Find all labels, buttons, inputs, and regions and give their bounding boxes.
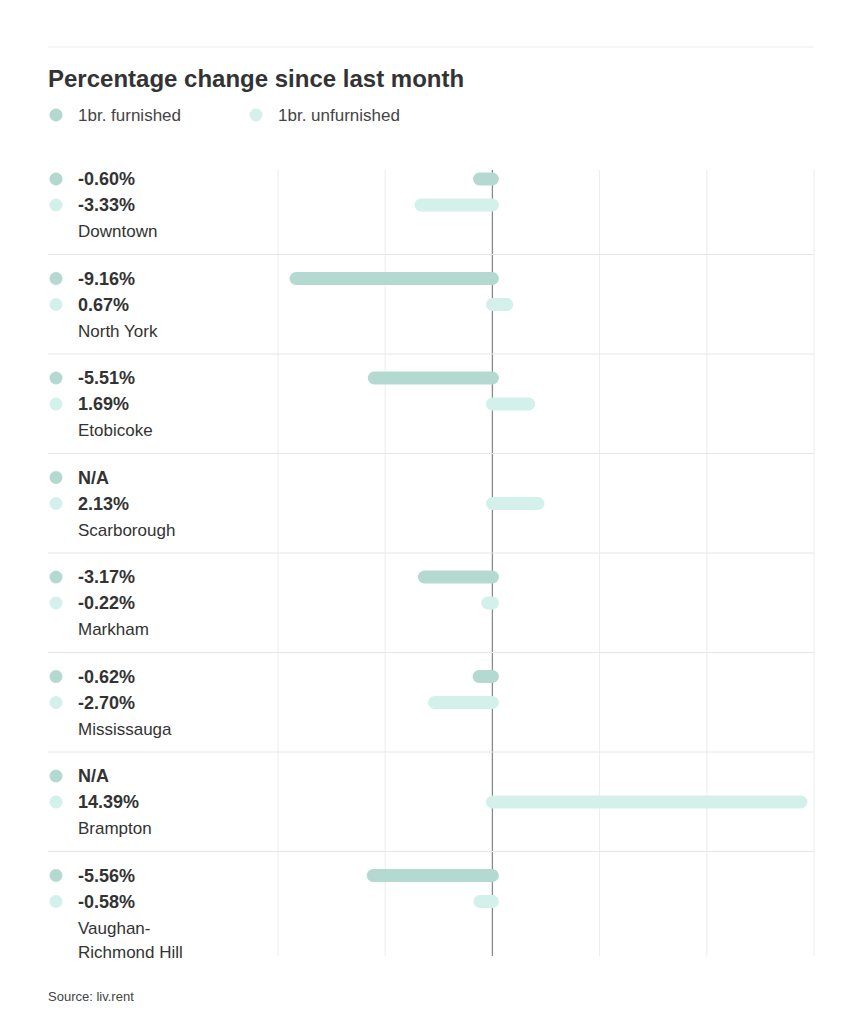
value-label: -3.33% (78, 195, 135, 215)
row-swatch (50, 497, 63, 510)
bar (435, 696, 493, 709)
bar (492, 796, 801, 809)
bar (492, 497, 538, 510)
legend-swatch (50, 109, 63, 122)
legend-swatch (250, 109, 263, 122)
value-label: -3.17% (78, 567, 135, 587)
value-label: 14.39% (78, 792, 139, 812)
grid-line (814, 170, 815, 956)
grid-line (278, 170, 279, 956)
row-swatch (50, 398, 63, 411)
bar (296, 272, 492, 285)
grid-line (385, 170, 386, 956)
value-label: 2.13% (78, 494, 129, 514)
row-swatch (50, 272, 63, 285)
category-label: Markham (78, 620, 149, 639)
row-separator (48, 254, 814, 255)
grid-line (706, 170, 707, 956)
category-label: Mississauga (78, 720, 172, 739)
row-separator (48, 354, 814, 355)
bars (296, 179, 801, 902)
title: Percentage change since last month (48, 65, 464, 92)
value-label: N/A (78, 468, 109, 488)
bar (480, 895, 492, 908)
value-label: -2.70% (78, 693, 135, 713)
legend-label: 1br. furnished (78, 106, 181, 125)
row-swatch (50, 696, 63, 709)
row-swatch (50, 571, 63, 584)
category-label: Scarborough (78, 521, 175, 540)
category-line: Richmond Hill (78, 943, 183, 962)
value-label: -0.60% (78, 169, 135, 189)
row-swatch (50, 796, 63, 809)
bar (492, 398, 528, 411)
value-label: -0.62% (78, 667, 135, 687)
category-line: Vaughan- (78, 919, 150, 938)
row-swatch (50, 670, 63, 683)
category-label: North York (78, 322, 158, 341)
source: Source: liv.rent (48, 989, 134, 1004)
value-label: 1.69% (78, 394, 129, 414)
row-swatch (50, 895, 63, 908)
bar (374, 372, 492, 385)
value-label: -0.22% (78, 593, 135, 613)
bar (492, 298, 506, 311)
row-swatch (50, 597, 63, 610)
row-separator (48, 851, 814, 852)
value-label: N/A (78, 766, 109, 786)
legend-label: 1br. unfurnished (278, 106, 400, 125)
category-label: Downtown (78, 222, 157, 241)
bar (373, 869, 492, 882)
value-label: -5.56% (78, 866, 135, 886)
top-rule (48, 47, 814, 48)
value-label: 0.67% (78, 295, 129, 315)
category-label: Vaughan- Richmond Hill (78, 919, 183, 962)
chart: Percentage change since last month 1br. f… (0, 0, 862, 1024)
zero-line (492, 170, 493, 956)
row-swatch (50, 471, 63, 484)
row-separator (48, 652, 814, 653)
value-label: -5.51% (78, 368, 135, 388)
row-swatch (50, 770, 63, 783)
grid-line (599, 170, 600, 956)
value-label: -0.58% (78, 892, 135, 912)
bar (488, 597, 493, 610)
row-separator (48, 453, 814, 454)
category-label: Brampton (78, 819, 152, 838)
row-swatch (50, 298, 63, 311)
value-label: -9.16% (78, 269, 135, 289)
row-swatch (50, 869, 63, 882)
row-swatch (50, 199, 63, 212)
bar (479, 670, 492, 683)
category-label: Etobicoke (78, 421, 153, 440)
row-separator (48, 553, 814, 554)
bar (480, 173, 493, 186)
bar (421, 199, 492, 212)
bar (424, 571, 492, 584)
row-separator (48, 752, 814, 753)
row-swatch (50, 372, 63, 385)
row-swatch (50, 173, 63, 186)
